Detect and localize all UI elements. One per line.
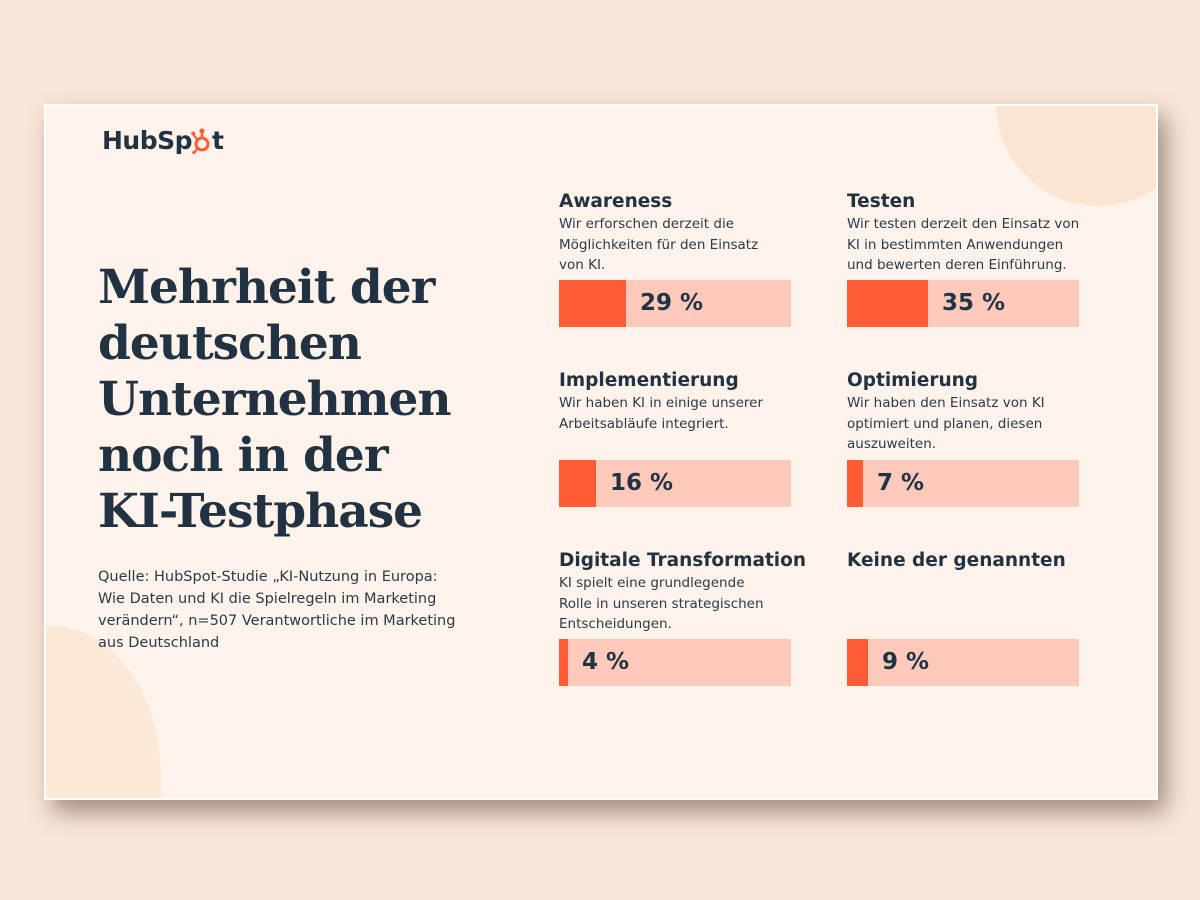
source-note: Quelle: HubSpot-Studie „KI-Nutzung in Eu… xyxy=(98,566,508,654)
logo-text-end: t xyxy=(212,126,224,155)
source-line: Wie Daten und KI die Spielregeln im Mark… xyxy=(98,591,437,607)
bar-fill xyxy=(847,460,863,507)
metric-awareness: Awareness Wir erforschen derzeit die Mög… xyxy=(559,190,791,327)
description-line: Entscheidungen. xyxy=(559,616,672,632)
description-line: Wir testen derzeit den Einsatz von xyxy=(847,216,1080,232)
source-line: aus Deutschland xyxy=(98,635,220,651)
infographic-card: HubSp t Mehrheit der deutschen Unternehm… xyxy=(44,104,1158,800)
description-line: Wir haben den Einsatz von KI xyxy=(847,395,1045,411)
sprocket-icon xyxy=(191,128,210,154)
description-line: auszuweiten. xyxy=(847,436,937,452)
metric-keine-der-genannten: Keine der genannten 9 % xyxy=(847,549,1079,686)
description-line: Rolle in unseren strategischen xyxy=(559,595,764,612)
metric-description: Wir haben den Einsatz von KI optimiert u… xyxy=(847,393,1079,455)
metric-optimierung: Optimierung Wir haben den Einsatz von KI… xyxy=(847,369,1079,507)
metric-description: Wir testen derzeit den Einsatz von KI in… xyxy=(847,214,1079,276)
logo-text-start: HubSp xyxy=(102,126,193,155)
metric-title: Implementierung xyxy=(559,370,739,391)
metric-description: Wir haben KI in einige unserer Arbeitsab… xyxy=(559,393,791,455)
bar-track: 29 % xyxy=(559,280,791,327)
bar-track: 4 % xyxy=(559,639,791,686)
bar-track: 35 % xyxy=(847,280,1079,327)
bar-fill xyxy=(559,280,626,327)
headline: Mehrheit der deutschen Unternehmen noch … xyxy=(98,260,498,540)
bar-value-label: 9 % xyxy=(882,649,930,675)
description-line: optimiert und planen, diesen xyxy=(847,415,1043,432)
metric-description xyxy=(847,573,1079,635)
description-line: KI in bestimmten Anwendungen xyxy=(847,236,1064,253)
bar-fill xyxy=(559,639,568,686)
headline-line: Unternehmen xyxy=(98,372,452,427)
source-line: verändern“, n=507 Verantwortliche im Mar… xyxy=(98,613,456,629)
headline-line: noch in der xyxy=(98,428,389,483)
headline-line: KI-Testphase xyxy=(98,484,423,539)
headline-line: deutschen xyxy=(98,316,362,371)
bar-fill xyxy=(559,460,596,507)
metric-digitale-transformation: Digitale Transformation KI spielt eine g… xyxy=(559,549,807,686)
bar-fill xyxy=(847,639,868,686)
description-line: und bewerten deren Einführung. xyxy=(847,257,1067,273)
bar-value-label: 35 % xyxy=(942,290,1006,316)
description-line: Wir erforschen derzeit die xyxy=(559,216,735,232)
bar-value-label: 7 % xyxy=(877,470,925,496)
headline-line: Mehrheit der xyxy=(98,260,435,315)
description-line: KI spielt eine grundlegende xyxy=(559,575,745,591)
bar-value-label: 16 % xyxy=(610,470,674,496)
metric-title: Optimierung xyxy=(847,370,979,391)
description-line: Arbeitsabläufe integriert. xyxy=(559,415,729,432)
bar-value-label: 4 % xyxy=(582,649,630,675)
metric-title: Awareness xyxy=(559,191,673,212)
bar-track: 7 % xyxy=(847,460,1079,507)
metric-title: Testen xyxy=(847,191,916,212)
description-line: Wir haben KI in einige unserer xyxy=(559,395,764,411)
bar-value-label: 29 % xyxy=(640,290,704,316)
bar-fill xyxy=(847,280,928,327)
source-line: Quelle: HubSpot-Studie „KI-Nutzung in Eu… xyxy=(98,569,438,585)
metric-description: Wir erforschen derzeit die Möglichkeiten… xyxy=(559,214,791,276)
description-line: von KI. xyxy=(559,257,606,273)
hubspot-logo: HubSp t xyxy=(102,126,224,155)
bar-track: 16 % xyxy=(559,460,791,507)
metric-title: Keine der genannten xyxy=(847,550,1066,571)
metric-title: Digitale Transformation xyxy=(559,550,807,571)
description-line: Möglichkeiten für den Einsatz xyxy=(559,236,759,253)
bar-track: 9 % xyxy=(847,639,1079,686)
metric-description: KI spielt eine grundlegende Rolle in uns… xyxy=(559,573,791,635)
metric-testen: Testen Wir testen derzeit den Einsatz vo… xyxy=(847,190,1079,327)
metric-implementierung: Implementierung Wir haben KI in einige u… xyxy=(559,369,791,507)
